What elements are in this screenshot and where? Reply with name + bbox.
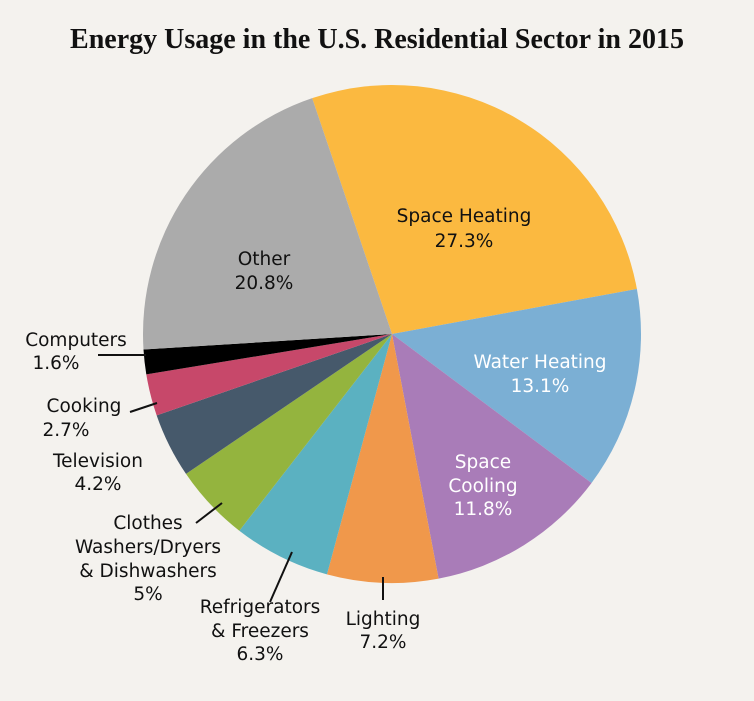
slice-label-lighting: Lighting bbox=[346, 609, 421, 630]
slice-label-water-heating: Water Heating bbox=[473, 352, 606, 373]
slice-value-other: 20.8% bbox=[235, 273, 294, 294]
slice-value-refrigerators-freezers: 6.3% bbox=[237, 644, 284, 665]
slice-value-clothes-washers-dryers-dishwashers: 5% bbox=[133, 584, 162, 605]
slice-value-computers: 1.6% bbox=[33, 353, 80, 374]
pie-slice-cooking bbox=[146, 334, 392, 416]
slice-label-cooking: Cooking bbox=[47, 396, 122, 417]
pie-slice-clothes-washers-dryers-dishwashers bbox=[186, 334, 392, 531]
slice-label-refrigerators-freezers: Refrigerators bbox=[200, 597, 321, 618]
slice-value-lighting: 7.2% bbox=[360, 632, 407, 653]
slice-value-space-cooling: 11.8% bbox=[454, 499, 513, 520]
pie-slice-lighting bbox=[326, 334, 439, 583]
slice-label-space-cooling: Cooling bbox=[448, 476, 517, 497]
pie-slice-water-heating bbox=[392, 288, 642, 483]
slice-label-clothes-washers-dryers-dishwashers: & Dishwashers bbox=[79, 561, 217, 582]
pie-slice-television bbox=[156, 334, 392, 474]
slice-label-clothes-washers-dryers-dishwashers: Clothes bbox=[113, 513, 182, 534]
slice-label-computers: Computers bbox=[25, 330, 127, 351]
chart-title: Energy Usage in the U.S. Residential Sec… bbox=[70, 24, 684, 55]
slice-value-cooking: 2.7% bbox=[43, 420, 90, 441]
slice-value-television: 4.2% bbox=[75, 474, 122, 495]
slice-label-space-cooling: Space bbox=[455, 452, 511, 473]
leader-line-refrigerators bbox=[269, 551, 293, 603]
slice-label-space-heating: Space Heating bbox=[397, 206, 532, 227]
slice-value-space-heating: 27.3% bbox=[435, 231, 494, 252]
pie-slice-space-heating bbox=[312, 85, 637, 334]
pie-slice-computers bbox=[143, 334, 392, 375]
slice-value-water-heating: 13.1% bbox=[511, 376, 570, 397]
pie-slice-other bbox=[143, 98, 392, 350]
leader-line-clothes bbox=[195, 502, 223, 524]
pie-slice-space-cooling bbox=[392, 334, 592, 579]
pie-slice-refrigerators-freezers bbox=[239, 334, 392, 575]
slice-label-other: Other bbox=[238, 249, 291, 270]
slice-label-clothes-washers-dryers-dishwashers: Washers/Dryers bbox=[75, 537, 221, 558]
slice-label-television: Television bbox=[52, 451, 143, 472]
slice-label-refrigerators-freezers: & Freezers bbox=[211, 621, 309, 642]
leader-line-cooking bbox=[129, 402, 158, 413]
